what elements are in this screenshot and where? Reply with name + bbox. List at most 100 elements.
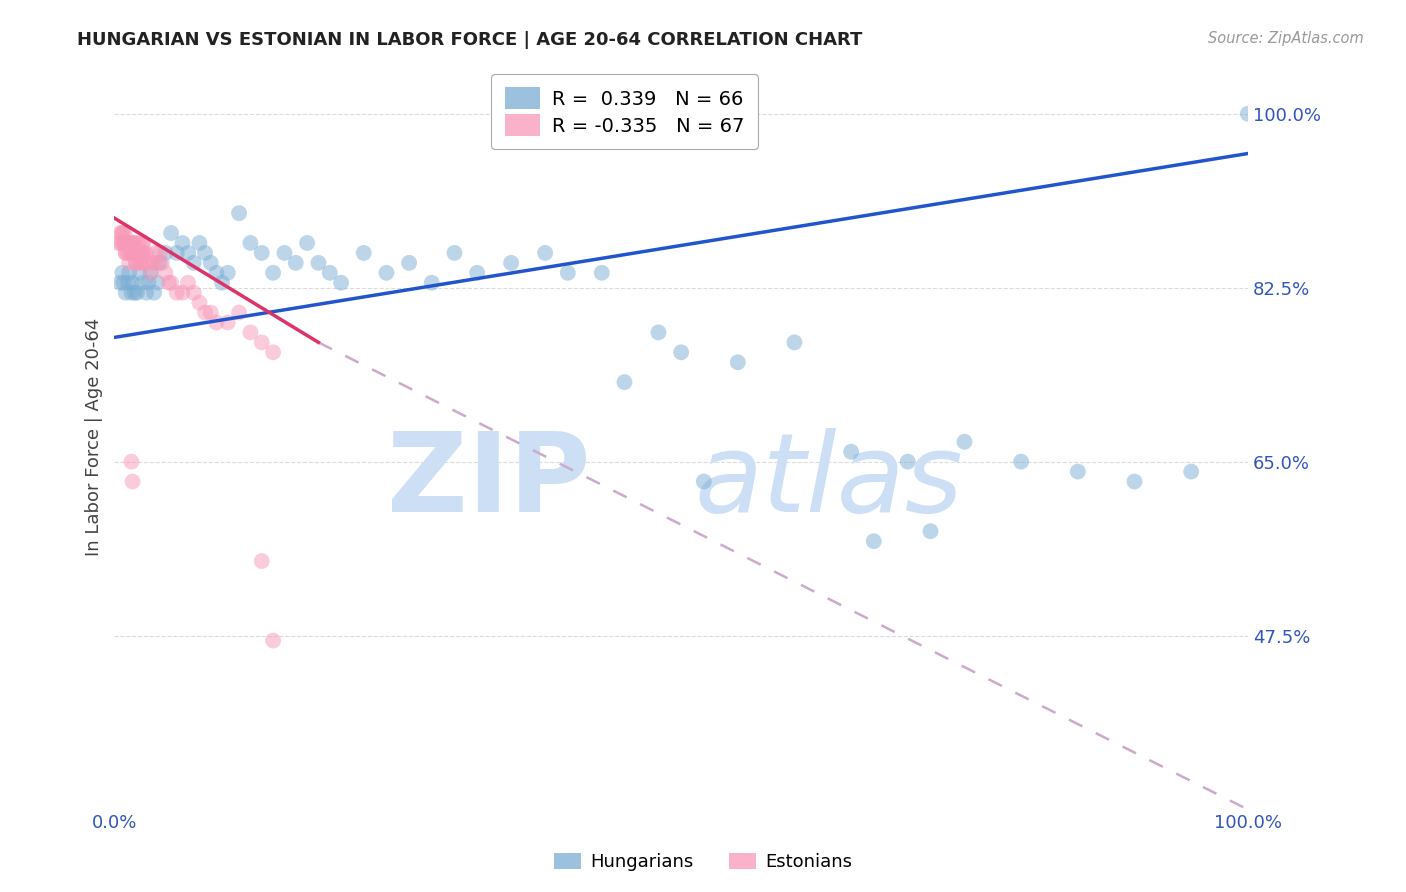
Point [839, 444, 862, 458]
Point [129, 256, 152, 270]
Point [228, 206, 250, 220]
Point [188, 295, 211, 310]
Point [132, 235, 155, 250]
Point [117, 276, 139, 290]
Point [125, 256, 148, 270]
Point [953, 434, 976, 449]
Point [262, 266, 284, 280]
Point [172, 285, 194, 300]
Point [897, 455, 920, 469]
Point [194, 246, 217, 260]
Point [125, 285, 148, 300]
Point [172, 235, 194, 250]
Point [727, 355, 749, 369]
Point [107, 235, 129, 250]
Point [155, 266, 177, 280]
Point [129, 256, 152, 270]
Point [534, 246, 557, 260]
Point [501, 256, 523, 270]
Point [121, 246, 143, 260]
Point [114, 226, 136, 240]
Point [177, 276, 200, 290]
Point [319, 266, 342, 280]
Point [114, 246, 136, 260]
Point [114, 246, 136, 260]
Point [128, 246, 150, 260]
Point [112, 235, 135, 250]
Point [125, 246, 148, 260]
Point [166, 246, 188, 260]
Point [295, 235, 318, 250]
Point [139, 266, 162, 280]
Point [121, 276, 143, 290]
Point [127, 235, 149, 250]
Text: atlas: atlas [695, 428, 963, 535]
Point [200, 305, 222, 319]
Point [146, 276, 169, 290]
Point [117, 246, 139, 260]
Point [1237, 107, 1260, 121]
Point [120, 455, 142, 469]
Point [205, 266, 228, 280]
Text: HUNGARIAN VS ESTONIAN IN LABOR FORCE | AGE 20-64 CORRELATION CHART: HUNGARIAN VS ESTONIAN IN LABOR FORCE | A… [77, 31, 863, 49]
Point [114, 285, 136, 300]
Point [115, 235, 138, 250]
Point [132, 276, 155, 290]
Point [120, 246, 142, 260]
Point [211, 276, 233, 290]
Point [121, 246, 143, 260]
Point [110, 235, 132, 250]
Point [132, 235, 155, 250]
Point [121, 475, 143, 489]
Point [398, 256, 420, 270]
Point [217, 316, 239, 330]
Point [250, 246, 273, 260]
Point [250, 335, 273, 350]
Point [135, 285, 157, 300]
Point [111, 226, 134, 240]
Point [273, 246, 295, 260]
Point [443, 246, 465, 260]
Point [420, 276, 443, 290]
Point [465, 266, 488, 280]
Point [177, 246, 200, 260]
Point [239, 235, 262, 250]
Point [613, 375, 636, 389]
Point [139, 266, 162, 280]
Point [131, 246, 153, 260]
Legend: R =  0.339   N = 66, R = -0.335   N = 67: R = 0.339 N = 66, R = -0.335 N = 67 [491, 74, 758, 149]
Point [250, 554, 273, 568]
Point [353, 246, 375, 260]
Point [143, 246, 166, 260]
Point [138, 256, 160, 270]
Point [1180, 465, 1202, 479]
Point [188, 235, 211, 250]
Point [122, 235, 145, 250]
Point [591, 266, 613, 280]
Point [112, 235, 135, 250]
Point [132, 246, 155, 260]
Point [155, 246, 177, 260]
Point [205, 316, 228, 330]
Point [111, 226, 134, 240]
Point [128, 246, 150, 260]
Point [125, 246, 148, 260]
Point [108, 276, 131, 290]
Point [920, 524, 942, 539]
Point [115, 235, 138, 250]
Point [669, 345, 692, 359]
Point [120, 285, 142, 300]
Point [284, 256, 307, 270]
Point [149, 256, 172, 270]
Point [194, 305, 217, 319]
Point [200, 256, 222, 270]
Point [149, 246, 172, 260]
Y-axis label: In Labor Force | Age 20-64: In Labor Force | Age 20-64 [86, 318, 103, 556]
Point [557, 266, 579, 280]
Point [228, 305, 250, 319]
Point [157, 276, 180, 290]
Point [183, 256, 205, 270]
Point [112, 276, 135, 290]
Point [647, 326, 669, 340]
Point [108, 226, 131, 240]
